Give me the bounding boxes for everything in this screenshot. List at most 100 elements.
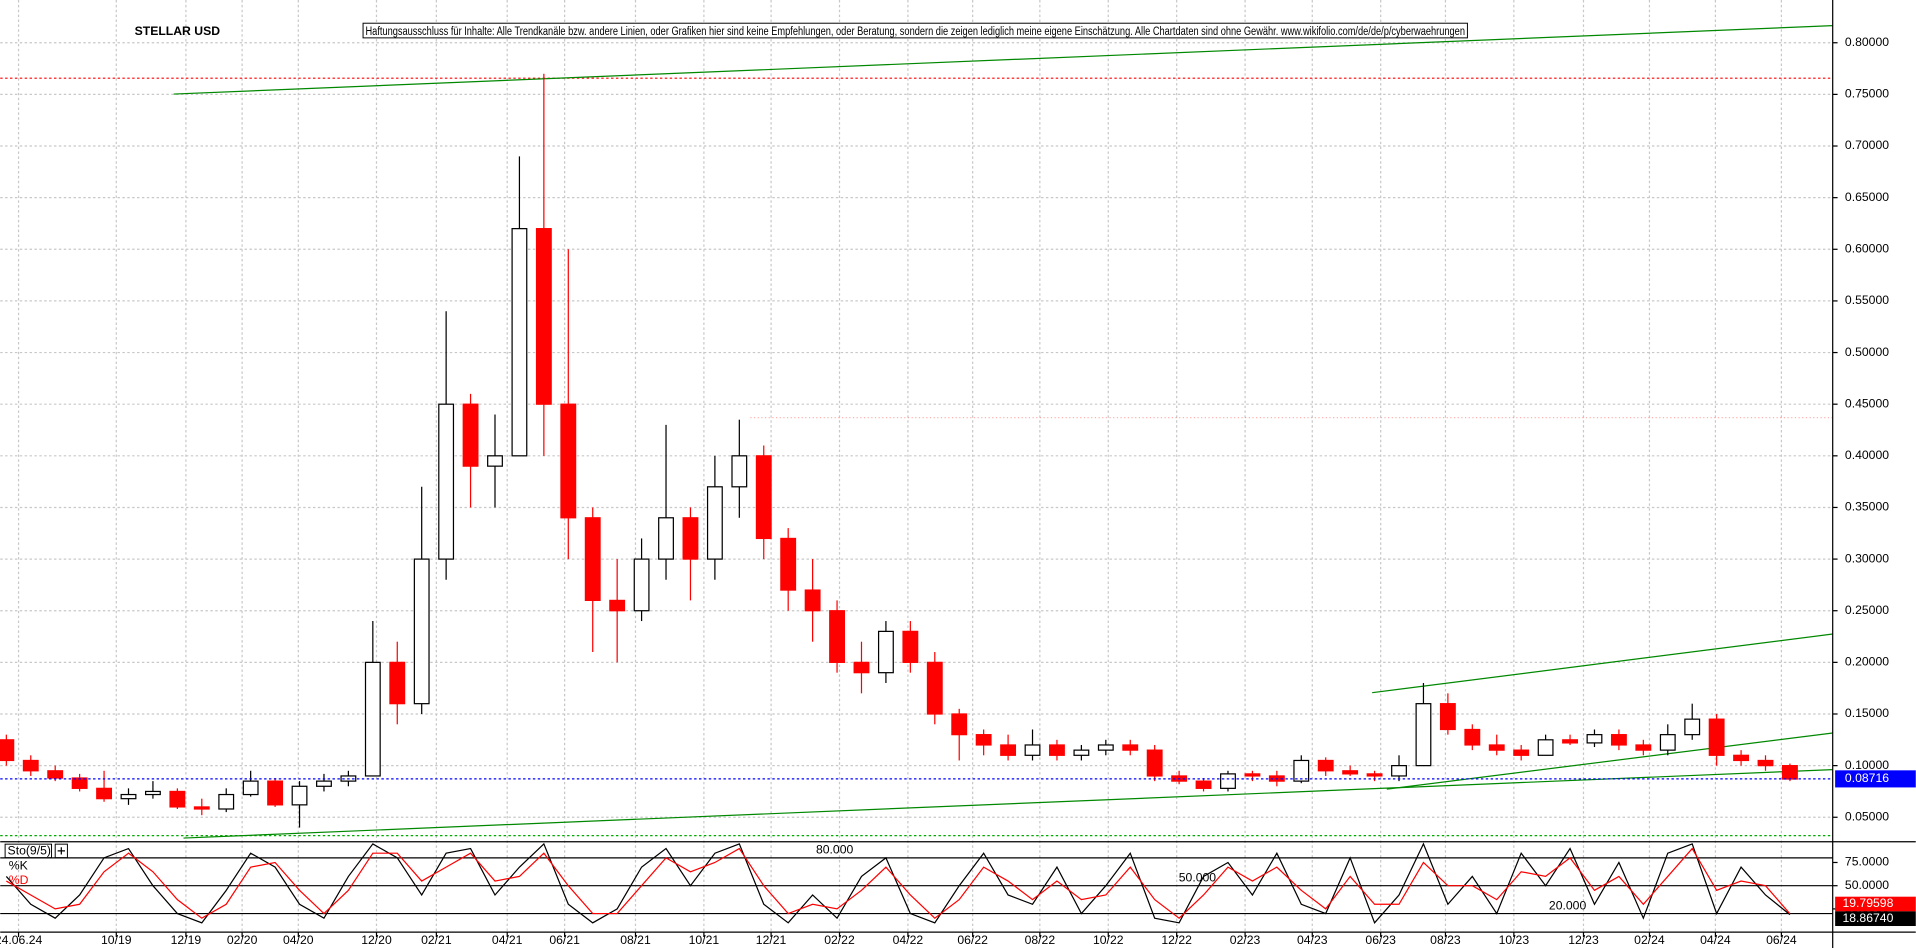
legend-k: %K bbox=[9, 858, 28, 872]
add-icon bbox=[57, 847, 65, 855]
x-tick-label: 12/20 bbox=[361, 933, 392, 947]
trend-line bbox=[1372, 633, 1833, 694]
candle-body bbox=[267, 780, 284, 806]
candle-body bbox=[1293, 759, 1310, 782]
y-tick-label: 0.60000 bbox=[1845, 242, 1889, 256]
x-tick-label: 08/22 bbox=[1025, 933, 1056, 947]
candle-body bbox=[438, 403, 455, 560]
candle-body bbox=[169, 790, 186, 808]
candle-body bbox=[682, 517, 699, 560]
y-tick-label: 0.80000 bbox=[1845, 35, 1889, 49]
x-tick-label: 06/23 bbox=[1365, 933, 1396, 947]
candle-body bbox=[1513, 749, 1530, 756]
x-tick-label: 12/23 bbox=[1568, 933, 1599, 947]
y-tick-label: 0.55000 bbox=[1845, 293, 1889, 307]
y-tick-label: 0.15000 bbox=[1845, 706, 1889, 720]
last-price-box bbox=[1835, 770, 1916, 788]
y-tick-label: 50.0000 bbox=[1845, 878, 1889, 892]
x-tick-label: 02/21 bbox=[421, 933, 452, 947]
end-value-label: 18.86740 bbox=[1842, 911, 1893, 925]
y-tick-label: 0.30000 bbox=[1845, 551, 1889, 565]
candle-body bbox=[902, 630, 919, 663]
y-tick-label: 0.75000 bbox=[1845, 87, 1889, 101]
y-tick-label: 0.35000 bbox=[1845, 500, 1889, 514]
candle-body bbox=[47, 770, 64, 779]
candle-body bbox=[1659, 734, 1676, 751]
candle-body bbox=[413, 558, 430, 705]
chart-title: STELLAR USD bbox=[135, 24, 221, 38]
candle-body bbox=[1562, 739, 1578, 744]
candle-body bbox=[975, 734, 992, 746]
candle-body bbox=[242, 780, 259, 796]
x-tick-label: 04/23 bbox=[1297, 933, 1328, 947]
candle-body bbox=[877, 630, 894, 674]
y-tick-label: 0.45000 bbox=[1845, 396, 1889, 410]
candle-body bbox=[584, 517, 601, 602]
candle-body bbox=[633, 558, 650, 612]
trend-line bbox=[173, 25, 1833, 95]
disclaimer-box bbox=[362, 22, 1468, 39]
candle-body bbox=[1097, 744, 1114, 751]
x-tick-label: 12/21 bbox=[756, 933, 787, 947]
candle-body bbox=[1122, 744, 1139, 751]
candle-body bbox=[829, 610, 845, 663]
stochastic-line bbox=[6, 847, 1791, 919]
x-tick-label: 04/21 bbox=[492, 933, 523, 947]
end-value-box bbox=[1835, 896, 1916, 912]
candle-body bbox=[1049, 744, 1065, 756]
candle-body bbox=[218, 793, 235, 810]
candle-body bbox=[1146, 749, 1163, 777]
candle-body bbox=[1757, 759, 1774, 767]
candle-body bbox=[1317, 759, 1334, 772]
end-value-label: 19.79598 bbox=[1842, 896, 1893, 910]
candle-body bbox=[487, 455, 503, 467]
x-tick-label: 02/20 bbox=[227, 933, 258, 947]
candle-body bbox=[853, 661, 870, 674]
y-tick-label: 75.0000 bbox=[1845, 855, 1889, 869]
x-tick-label: 10/23 bbox=[1499, 933, 1530, 947]
candle-body bbox=[706, 486, 723, 560]
x-tick-label: 06/24 bbox=[1766, 933, 1797, 947]
y-tick-label: 0.10000 bbox=[1845, 758, 1889, 772]
candle-body bbox=[1000, 744, 1017, 756]
disclaimer: Haftungsausschluss für Inhalte: Alle Tre… bbox=[366, 24, 1465, 38]
y-tick-label: 0.65000 bbox=[1845, 190, 1889, 204]
candle-body bbox=[1464, 728, 1481, 746]
x-tick-label: 02/22 bbox=[824, 933, 855, 947]
candle-body bbox=[560, 403, 577, 519]
candles bbox=[0, 73, 1798, 828]
candle-body bbox=[1586, 734, 1603, 744]
x-tick-label: 06/22 bbox=[957, 933, 988, 947]
candle-body bbox=[755, 455, 772, 540]
x-tick-label: 06/21 bbox=[549, 933, 580, 947]
candle-body bbox=[1537, 739, 1554, 756]
candle-body bbox=[71, 777, 88, 789]
candle-body bbox=[389, 661, 406, 705]
candle-body bbox=[1244, 773, 1261, 777]
candle-body bbox=[1488, 744, 1505, 751]
level-label: 80.000 bbox=[816, 843, 854, 857]
candle-body bbox=[1391, 765, 1407, 777]
x-tick-label: 04/22 bbox=[893, 933, 924, 947]
end-value-box bbox=[1835, 911, 1916, 927]
candle-body bbox=[1708, 718, 1725, 756]
indicator-title: Sto(9/5) bbox=[8, 844, 51, 858]
candle-body bbox=[609, 599, 626, 612]
trend-line bbox=[1386, 732, 1833, 790]
candle-body bbox=[1415, 703, 1432, 767]
candle-body bbox=[1366, 773, 1383, 777]
candle-body bbox=[1342, 770, 1359, 775]
candle-body bbox=[535, 228, 552, 405]
indicator-box bbox=[4, 843, 53, 859]
x-tick-label: 04/24 bbox=[1700, 933, 1731, 947]
y-tick-label: 0.40000 bbox=[1845, 448, 1889, 462]
candle-body bbox=[804, 589, 821, 612]
candle-body bbox=[1439, 703, 1456, 731]
x-tick-label: 10/21 bbox=[689, 933, 720, 947]
stochastic-panel: 80.00050.00020.00075.000050.000025.00001… bbox=[0, 842, 1916, 927]
candle-body bbox=[364, 661, 381, 777]
x-tick-label: 04/20 bbox=[283, 933, 314, 947]
candle-body bbox=[951, 713, 968, 736]
